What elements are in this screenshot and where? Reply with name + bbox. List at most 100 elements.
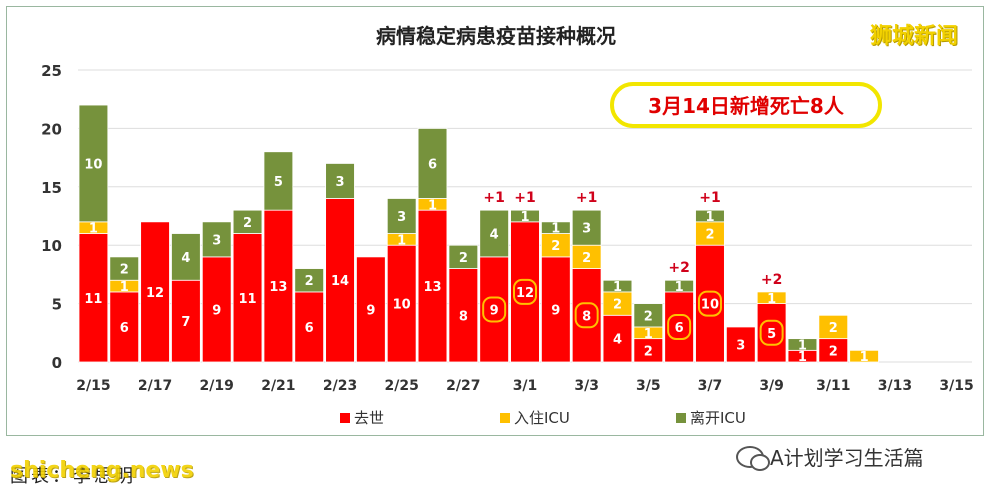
bar-segment <box>325 163 355 199</box>
bar-segment <box>664 291 694 363</box>
bar-segment <box>633 303 664 328</box>
data-label: 6 <box>120 321 129 336</box>
data-label: 1 <box>397 233 406 248</box>
bar-segment <box>171 233 201 281</box>
data-label: 1 <box>551 222 560 237</box>
increment-label: +2 <box>761 272 782 288</box>
x-tick-label: 2/27 <box>446 378 480 394</box>
x-tick-label: 3/9 <box>759 378 784 394</box>
bar-segment <box>571 209 602 246</box>
x-tick-label: 3/1 <box>513 378 538 394</box>
x-tick-label: 2/25 <box>385 378 419 394</box>
y-tick-label: 15 <box>41 179 62 197</box>
data-label: 9 <box>551 303 560 318</box>
value-circle <box>697 290 722 317</box>
data-label: 13 <box>423 280 441 295</box>
bar-segment <box>849 349 879 363</box>
data-label: 5 <box>274 175 283 190</box>
bar-segment <box>510 221 540 363</box>
bar-segment <box>263 209 294 363</box>
data-label: 9 <box>212 303 221 318</box>
value-circle <box>574 302 599 329</box>
data-label: 10 <box>393 298 411 313</box>
legend-swatch <box>676 413 686 423</box>
data-label: 3 <box>336 175 345 190</box>
bar-segment <box>78 233 109 363</box>
legend-label: 去世 <box>354 409 384 427</box>
data-label: 1 <box>644 327 653 342</box>
x-tick-label: 3/15 <box>939 378 973 394</box>
data-label: 1 <box>860 350 869 365</box>
bar-segment <box>263 151 294 211</box>
bar-segment <box>417 209 448 363</box>
data-label: 2 <box>551 239 560 254</box>
data-label: 1 <box>520 210 529 225</box>
data-label: 1 <box>613 280 622 295</box>
data-label: 1 <box>767 292 776 307</box>
data-label: 4 <box>490 228 499 243</box>
increment-label: +1 <box>699 190 720 206</box>
data-label: 1 <box>675 280 684 295</box>
data-label: 2 <box>829 321 838 336</box>
wechat-icon <box>736 445 770 471</box>
bar-segment <box>756 291 787 305</box>
bar-segment <box>818 314 849 340</box>
x-tick-label: 3/7 <box>698 378 723 394</box>
data-label: 2 <box>644 309 653 324</box>
watermark-logo: 狮城新闻 <box>870 24 959 49</box>
chart-title: 病情稳定病患疫苗接种概况 <box>376 24 616 48</box>
data-label: 2 <box>243 216 252 231</box>
bar-segment <box>140 221 170 363</box>
chart-source-credit: 图表：李思明 <box>10 466 136 487</box>
legend-swatch <box>340 413 350 423</box>
data-label: 1 <box>89 222 98 237</box>
callout-box <box>610 82 882 128</box>
data-label: 8 <box>582 309 591 324</box>
data-label: 3 <box>582 222 591 237</box>
bar-segment <box>541 256 571 363</box>
bar-segment <box>78 104 109 223</box>
bar-segment <box>725 326 756 363</box>
x-tick-label: 3/11 <box>816 378 850 394</box>
x-tick-label: 2/21 <box>261 378 295 394</box>
data-label: 12 <box>146 286 164 301</box>
data-label: 4 <box>181 251 190 266</box>
bar-segment <box>448 268 479 363</box>
data-label: 1 <box>798 338 807 353</box>
data-label: 2 <box>644 344 653 359</box>
x-tick-label: 2/19 <box>200 378 234 394</box>
bar-segment <box>109 256 140 281</box>
y-tick-label: 0 <box>52 354 62 372</box>
bar-segment <box>386 244 417 363</box>
data-label: 9 <box>490 303 499 318</box>
data-label: 11 <box>84 292 102 307</box>
data-label: 6 <box>428 157 437 172</box>
data-label: 3 <box>212 233 221 248</box>
bar-segment <box>325 198 355 363</box>
bar-segment <box>664 279 694 293</box>
data-label: 6 <box>305 321 314 336</box>
bar-segment <box>232 209 263 234</box>
bar-segment <box>294 268 325 293</box>
data-label: 2 <box>305 274 314 289</box>
data-label: 11 <box>239 292 257 307</box>
data-label: 1 <box>798 350 807 365</box>
data-label: 2 <box>705 228 714 243</box>
bar-segment <box>479 209 509 258</box>
bar-segment <box>386 198 417 234</box>
data-label: 8 <box>459 309 468 324</box>
increment-label: +1 <box>576 190 597 206</box>
value-circle <box>482 296 507 323</box>
bar-segment <box>787 338 818 351</box>
callout-text: 3月14日新增死亡8人 <box>648 94 845 118</box>
data-label: 12 <box>516 286 534 301</box>
data-label: 2 <box>613 298 622 313</box>
x-tick-label: 2/23 <box>323 378 357 394</box>
value-circle <box>513 278 537 305</box>
bar-segment <box>448 244 479 269</box>
legend-label: 离开ICU <box>690 409 746 427</box>
data-label: 13 <box>269 280 287 295</box>
bar-segment <box>602 314 633 363</box>
increment-label: +2 <box>668 260 689 276</box>
data-label: 1 <box>120 280 129 295</box>
